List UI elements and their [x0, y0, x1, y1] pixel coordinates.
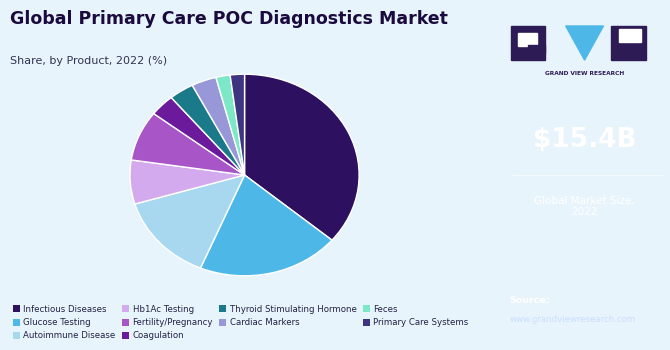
Wedge shape [172, 85, 245, 175]
Wedge shape [200, 175, 332, 276]
Bar [519, 33, 537, 47]
Polygon shape [565, 26, 604, 60]
Legend: Infectious Diseases, Glucose Testing, Autoimmune Disease, Hb1Ac Testing, Fertili: Infectious Diseases, Glucose Testing, Au… [11, 303, 470, 342]
Text: GRAND VIEW RESEARCH: GRAND VIEW RESEARCH [545, 71, 624, 76]
Wedge shape [216, 75, 245, 175]
Wedge shape [131, 114, 245, 175]
Wedge shape [245, 74, 359, 240]
Text: $15.4B: $15.4B [533, 127, 636, 153]
Text: Share, by Product, 2022 (%): Share, by Product, 2022 (%) [10, 56, 168, 66]
Text: www.grandviewresearch.com: www.grandviewresearch.com [509, 315, 635, 324]
Bar [619, 29, 641, 42]
Bar [528, 45, 545, 53]
Text: Source:: Source: [509, 296, 549, 305]
Wedge shape [135, 175, 245, 268]
Wedge shape [192, 77, 245, 175]
Wedge shape [230, 74, 245, 175]
Text: Global Primary Care POC Diagnostics Market: Global Primary Care POC Diagnostics Mark… [10, 10, 448, 28]
Wedge shape [130, 160, 245, 204]
Wedge shape [153, 98, 245, 175]
Text: Global Market Size,
2022: Global Market Size, 2022 [534, 196, 635, 217]
Bar [511, 26, 545, 60]
Bar [611, 26, 646, 60]
